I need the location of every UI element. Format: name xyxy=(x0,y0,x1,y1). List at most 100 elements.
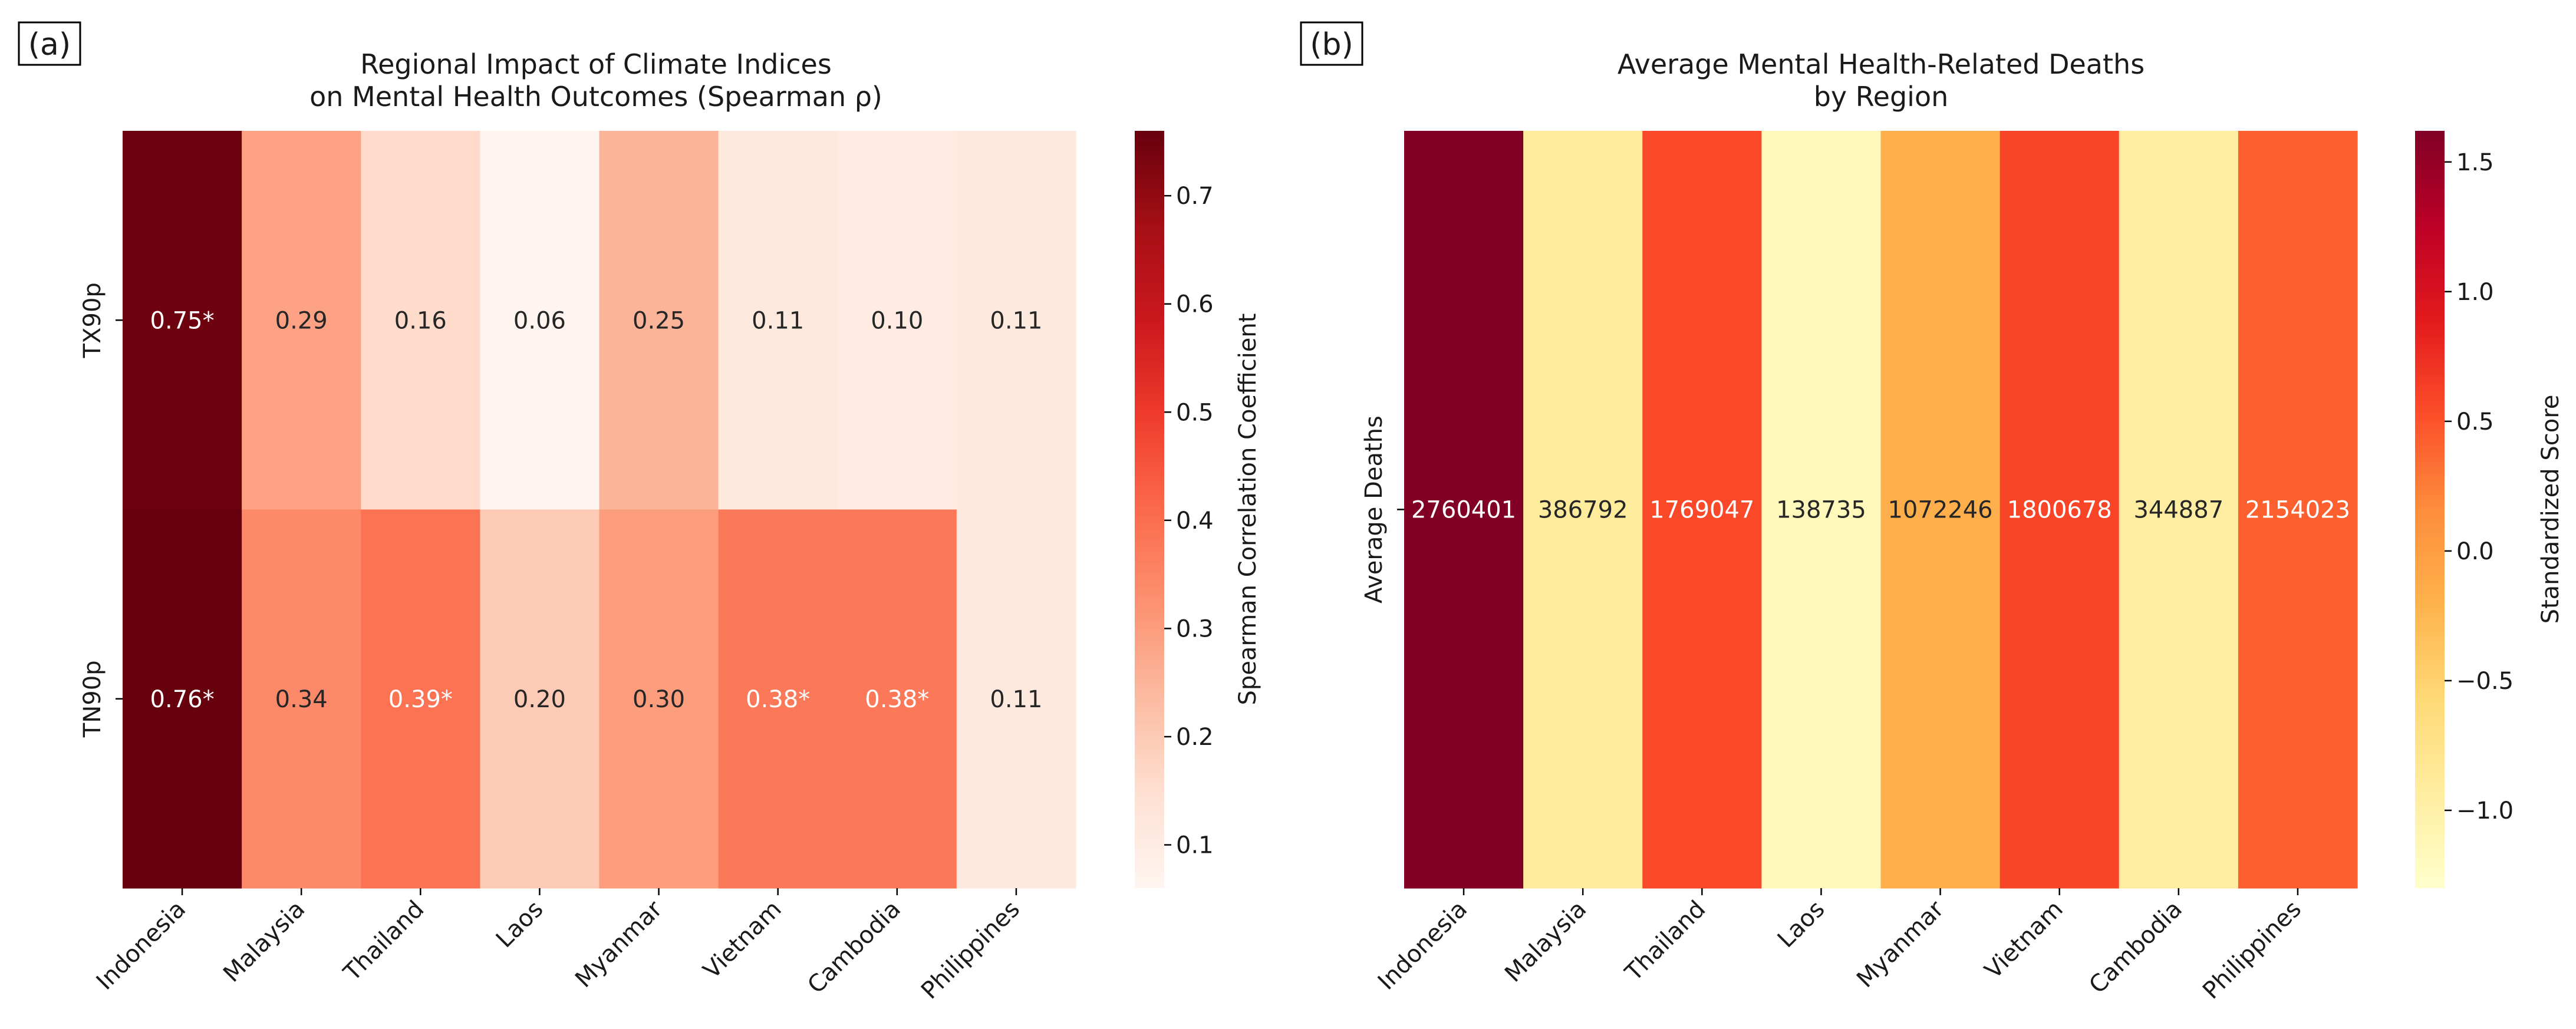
panel-b-y-tick-labels: Average Deaths xyxy=(1361,415,1404,603)
heatmap-cell xyxy=(123,131,242,510)
x-tick-label: Vietnam xyxy=(1979,896,2068,984)
x-tick-label: Cambodia xyxy=(802,896,906,1000)
panel-a-heatmap-cells: 0.75* 0.29 0.16 0.06 0.25 0.11 0.10 0.11 0.76* 0.… xyxy=(123,131,1076,889)
x-tick-label: Cambodia xyxy=(2084,896,2188,1000)
colorbar-tick-label: 0.5 xyxy=(2456,408,2494,436)
colorbar-tick-label: 0.6 xyxy=(1176,291,1214,318)
panel-b-colorbar-label: Standardized Score xyxy=(2537,395,2564,624)
panel-b-colorbar xyxy=(2415,131,2445,888)
heatmap-cell xyxy=(1761,131,1882,889)
colorbar-tick-label: 0.0 xyxy=(2456,538,2494,565)
heatmap-cell xyxy=(599,131,719,510)
heatmap-cell xyxy=(123,509,242,889)
heatmap-cell xyxy=(837,509,957,889)
heatmap-cell xyxy=(361,509,480,889)
heatmap-cell xyxy=(480,509,600,889)
colorbar-tick-label: 1.5 xyxy=(2456,149,2494,176)
heatmap-cell xyxy=(1642,131,1762,889)
x-tick-label: Myanmar xyxy=(1852,895,1949,993)
heatmap-cell xyxy=(718,509,838,889)
heatmap-cell xyxy=(1523,131,1643,889)
cell-annotation: 344887 xyxy=(2133,497,2223,524)
cell-annotation: 0.11 xyxy=(752,307,804,334)
colorbar-tick-label: 0.4 xyxy=(1176,507,1214,535)
heatmap-cell xyxy=(1880,131,2001,889)
x-tick-label: Philippines xyxy=(2198,896,2307,1005)
x-tick-label: Laos xyxy=(1773,896,1830,954)
colorbar-tick-label: −1.0 xyxy=(2456,797,2514,824)
heatmap-cell xyxy=(956,131,1076,510)
panel-a-label: (a) xyxy=(28,27,71,62)
heatmap-cell xyxy=(2119,131,2239,889)
cell-annotation: 0.29 xyxy=(275,307,328,334)
y-tick-label: TX90p xyxy=(79,282,106,358)
heatmap-cell xyxy=(1999,131,2120,889)
colorbar-tick-label: 0.5 xyxy=(1176,399,1214,426)
cell-annotation: 386792 xyxy=(1538,497,1628,524)
cell-annotation: 1800678 xyxy=(2007,497,2112,524)
x-tick-label: Malaysia xyxy=(1500,896,1592,988)
colorbar-tick-label: −0.5 xyxy=(2456,668,2514,695)
x-tick-label: Vietnam xyxy=(698,896,786,984)
colorbar-tick-label: 0.1 xyxy=(1176,832,1214,859)
cell-annotation: 0.34 xyxy=(275,686,328,713)
x-tick-label: Thailand xyxy=(338,896,430,987)
heatmap-cell xyxy=(242,131,361,510)
heatmap-cell xyxy=(2238,131,2358,889)
panel-b-colorbar-ticks: 1.5 1.0 0.5 0.0 −0.5 −1.0 xyxy=(2445,149,2514,824)
x-tick-label: Indonesia xyxy=(91,896,191,995)
cell-annotation: 0.30 xyxy=(633,686,685,713)
panel-b-label: (b) xyxy=(1310,27,1353,62)
y-tick-label: Average Deaths xyxy=(1361,415,1388,603)
panel-a-colorbar xyxy=(1135,131,1164,888)
x-tick-label: Myanmar xyxy=(570,895,668,993)
cell-annotation: 0.11 xyxy=(990,307,1042,334)
panel-a: (a) Regional Impact of Climate Indices o… xyxy=(18,21,1261,1004)
panel-a-label-box xyxy=(18,21,81,66)
heatmap-cell xyxy=(361,131,480,510)
panel-a-y-tick-labels: TX90p TN90p xyxy=(79,282,123,738)
y-tick-label: TN90p xyxy=(79,660,106,738)
cell-annotation: 0.25 xyxy=(633,307,685,334)
cell-annotation: 2760401 xyxy=(1411,497,1516,524)
heatmap-cell xyxy=(956,509,1076,889)
x-tick-label: Thailand xyxy=(1620,896,1711,987)
cell-annotation: 0.06 xyxy=(513,307,566,334)
cell-annotation: 1769047 xyxy=(1649,497,1754,524)
cell-annotation: 0.10 xyxy=(871,307,923,334)
panel-a-title-line2: on Mental Health Outcomes (Spearman ρ) xyxy=(309,81,882,113)
panel-b-title-line2: by Region xyxy=(1814,81,1949,113)
panel-b-label-box xyxy=(1300,21,1363,66)
panel-b-title-line1: Average Mental Health-Related Deaths xyxy=(1618,48,2145,80)
panel-a-colorbar-label: Spearman Correlation Coefficient xyxy=(1234,314,1261,705)
x-tick-label: Laos xyxy=(491,896,549,954)
cell-annotation: 0.20 xyxy=(513,686,566,713)
heatmap-cell xyxy=(242,509,361,889)
cell-annotation: 0.39* xyxy=(388,686,453,713)
cell-annotation: 1072246 xyxy=(1887,497,1992,524)
cell-annotation: 0.38* xyxy=(746,686,810,713)
colorbar-tick-label: 0.3 xyxy=(1176,615,1214,642)
heatmap-cell xyxy=(837,131,957,510)
heatmap-cell xyxy=(480,131,600,510)
panel-b: (b) Average Mental Health-Related Deaths… xyxy=(1300,21,2564,1004)
colorbar-tick-label: 0.7 xyxy=(1176,183,1214,210)
cell-annotation: 0.38* xyxy=(865,686,929,713)
cell-annotation: 0.11 xyxy=(990,686,1042,713)
colorbar-tick-label: 1.0 xyxy=(2456,279,2494,306)
cell-annotation: 0.75* xyxy=(150,307,215,334)
heatmap-cell xyxy=(1404,131,1524,889)
colorbar-tick-label: 0.2 xyxy=(1176,724,1214,751)
panel-b-heatmap-cells: 2760401 386792 1769047 138735 1072246 1800678… xyxy=(1404,131,2358,889)
panel-a-colorbar-ticks: 0.1 0.2 0.3 0.4 0.5 0.6 0.7 xyxy=(1164,183,1214,859)
heatmap-cell xyxy=(599,509,719,889)
cell-annotation: 0.16 xyxy=(394,307,447,334)
x-tick-label: Philippines xyxy=(916,896,1025,1005)
cell-annotation: 0.76* xyxy=(150,686,215,713)
cell-annotation: 2154023 xyxy=(2245,497,2350,524)
panel-a-x-tick-labels: Indonesia Malaysia Thailand Laos Myanmar Viet… xyxy=(91,888,1025,1004)
panel-b-x-tick-labels: Indonesia Malaysia Thailand Laos Myanmar Viet… xyxy=(1373,888,2307,1004)
cell-annotation: 138735 xyxy=(1776,497,1866,524)
panel-a-title-line1: Regional Impact of Climate Indices xyxy=(360,48,832,80)
